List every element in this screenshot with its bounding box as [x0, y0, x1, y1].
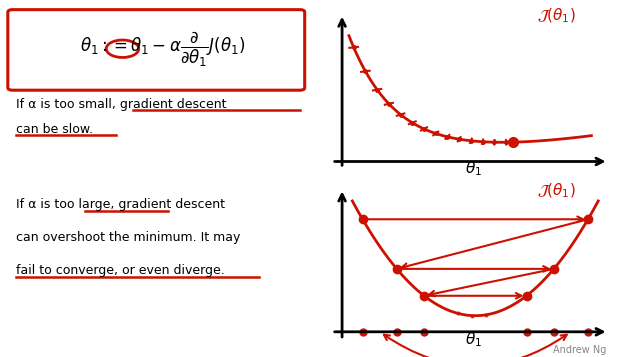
- Text: $\theta_1 := \theta_1 - \alpha\dfrac{\partial}{\partial\theta_1}J(\theta_1)$: $\theta_1 := \theta_1 - \alpha\dfrac{\pa…: [80, 30, 245, 69]
- Text: $\theta_1$: $\theta_1$: [465, 331, 482, 350]
- Text: If α is too large, gradient descent: If α is too large, gradient descent: [16, 198, 224, 211]
- Text: Andrew Ng: Andrew Ng: [553, 346, 606, 356]
- FancyBboxPatch shape: [8, 10, 305, 90]
- Text: $\theta_1$: $\theta_1$: [465, 159, 482, 178]
- Text: can overshoot the minimum. It may: can overshoot the minimum. It may: [16, 231, 240, 244]
- Text: $\mathcal{J}(\theta_1)$: $\mathcal{J}(\theta_1)$: [537, 7, 576, 25]
- Text: If α is too small, gradient descent: If α is too small, gradient descent: [16, 98, 226, 111]
- Text: fail to converge, or even diverge.: fail to converge, or even diverge.: [16, 264, 224, 277]
- Text: $\mathcal{J}(\theta_1)$: $\mathcal{J}(\theta_1)$: [537, 181, 576, 200]
- Text: can be slow.: can be slow.: [16, 123, 92, 136]
